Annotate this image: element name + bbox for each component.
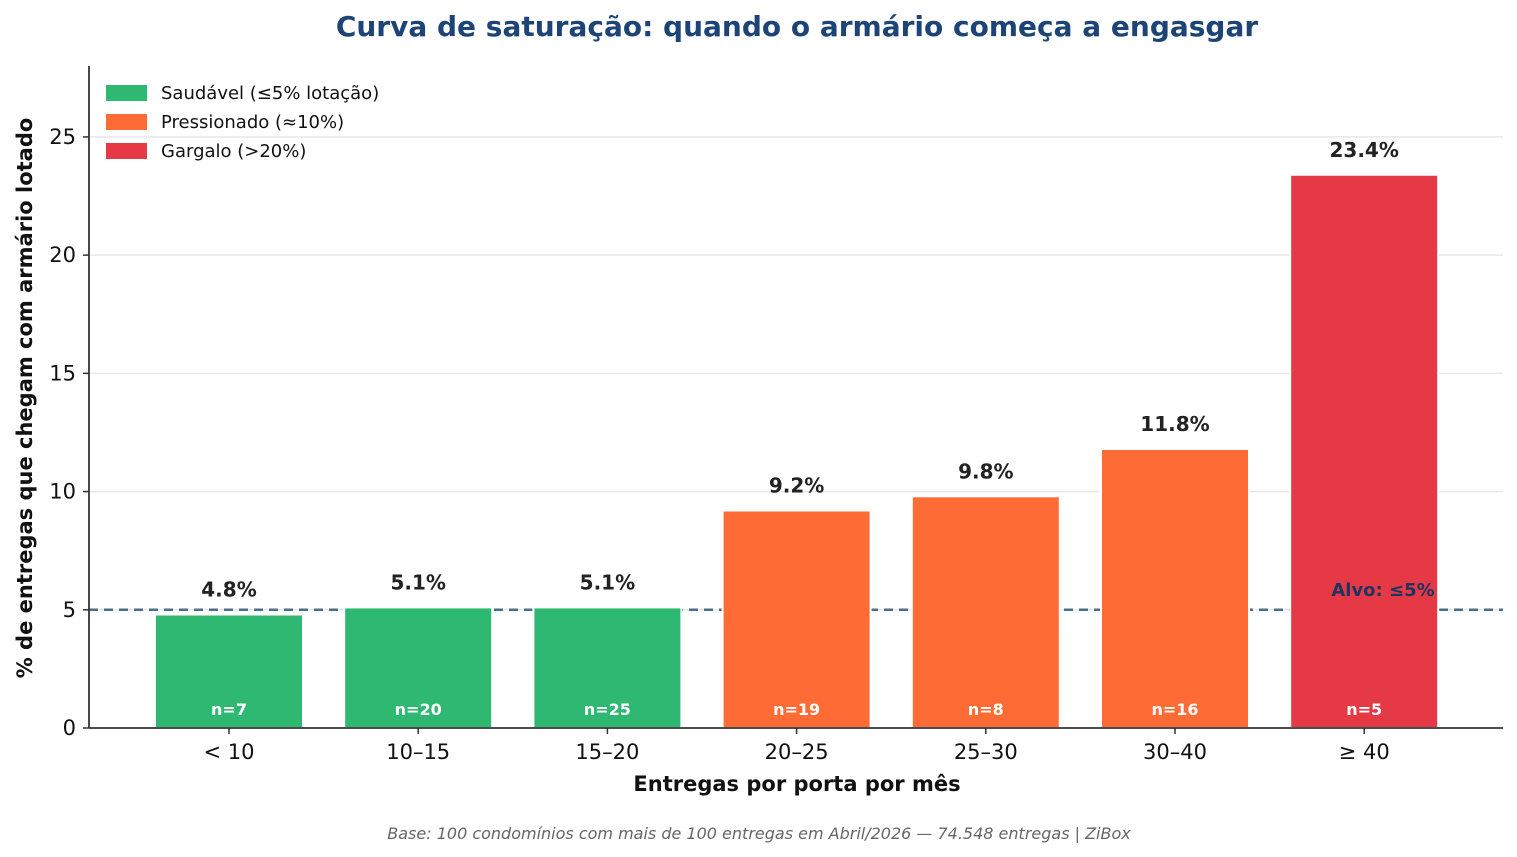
bar-value-label: 4.8%	[201, 578, 256, 602]
x-tick-label: 20–25	[765, 740, 829, 764]
bar-value-label: 11.8%	[1140, 412, 1209, 436]
bar	[532, 606, 683, 730]
bar-n-label: n=19	[773, 700, 820, 719]
bar	[910, 495, 1061, 729]
bar	[343, 606, 494, 730]
x-tick-label: < 10	[204, 740, 255, 764]
x-axis-label: Entregas por porta por mês	[633, 772, 960, 796]
bar-n-label: n=20	[395, 700, 442, 719]
y-tick-label: 10	[49, 480, 76, 504]
bar-value-label: 9.8%	[958, 459, 1013, 483]
legend-swatch	[106, 114, 147, 130]
x-tick-label: 10–15	[386, 740, 450, 764]
bars-group: 4.8% n=7 5.1% n=20 5.1% n=25 9.2% n=19 9.8% n=8 11…	[154, 138, 1440, 730]
y-axis-label: % de entregas que chegam com armário lot…	[13, 118, 37, 679]
y-tick-label: 0	[63, 716, 76, 740]
bar	[154, 613, 304, 729]
bar-n-label: n=16	[1151, 700, 1198, 719]
bar	[1289, 173, 1440, 729]
legend-item-label: Saudável (≤5% lotação)	[161, 83, 379, 104]
target-line-label: Alvo: ≤5%	[1331, 580, 1434, 601]
legend-swatch	[106, 143, 147, 159]
bar	[721, 509, 872, 729]
bar-n-label: n=5	[1346, 700, 1382, 719]
x-tick-label: 25–30	[954, 740, 1018, 764]
bar	[1100, 448, 1250, 729]
y-tick-label: 25	[49, 125, 76, 149]
y-tick-label: 5	[63, 598, 76, 622]
legend-item-label: Gargalo (>20%)	[161, 141, 306, 162]
bar-n-label: n=8	[968, 700, 1004, 719]
y-tick-label: 20	[49, 243, 76, 267]
x-tick-label: 15–20	[575, 740, 639, 764]
bar-value-label: 5.1%	[390, 570, 445, 594]
axes-group: 0 5 10 15 20 25 < 10 10–15 15–20 20–25 25–30 30–40 ≥…	[49, 66, 1503, 764]
legend-swatch	[106, 85, 147, 101]
x-tick-label: ≥ 40	[1339, 740, 1390, 764]
y-tick-label: 15	[49, 361, 76, 385]
legend: Saudável (≤5% lotação) Pressionado (≈10%)…	[106, 83, 379, 162]
bar-n-label: n=7	[211, 700, 247, 719]
bar-value-label: 5.1%	[580, 570, 635, 594]
footnote: Base: 100 condomínios com mais de 100 en…	[387, 824, 1131, 843]
chart-title: Curva de saturação: quando o armário com…	[336, 10, 1259, 43]
bar-value-label: 23.4%	[1330, 138, 1399, 162]
bar-n-label: n=25	[584, 700, 631, 719]
x-tick-label: 30–40	[1143, 740, 1207, 764]
legend-item-label: Pressionado (≈10%)	[161, 112, 344, 133]
bar-value-label: 9.2%	[769, 473, 824, 497]
